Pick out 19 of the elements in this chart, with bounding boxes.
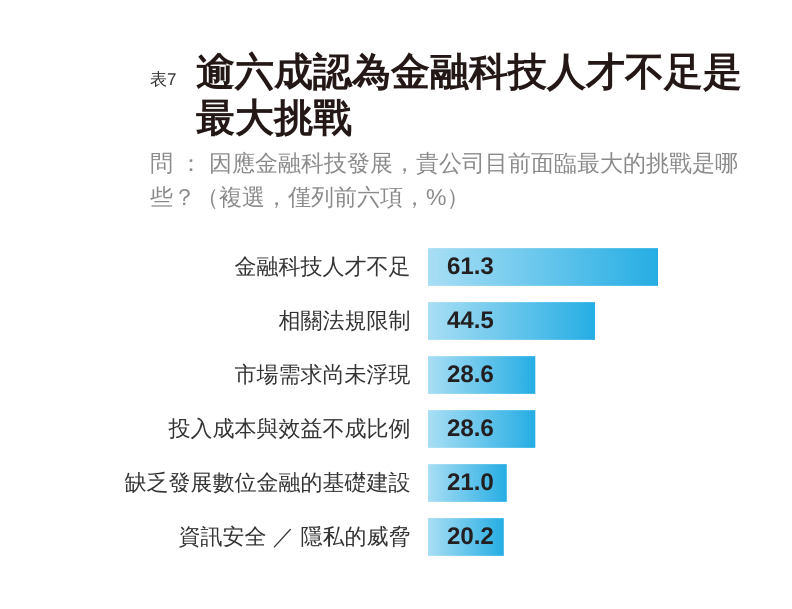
- data-label: 44.5: [447, 307, 494, 334]
- chart-title: 逾六成認為金融科技人才不足是最大挑戰: [196, 50, 743, 142]
- chart-subtitle: 問 ： 因應金融科技發展，貴公司目前面臨最大的挑戰是哪些？（複選，僅列前六項，%）: [150, 149, 739, 212]
- y-tick-label: 相關法規限制: [278, 308, 410, 333]
- bar: [428, 410, 536, 448]
- y-tick-label: 金融科技人才不足: [234, 254, 410, 279]
- y-tick-label: 市場需求尚未浮現: [234, 362, 410, 387]
- y-tick-label: 投入成本與效益不成比例: [168, 416, 410, 441]
- data-label: 28.6: [447, 361, 494, 388]
- data-label: 20.2: [447, 523, 494, 550]
- bar: [428, 356, 536, 394]
- data-label: 28.6: [447, 415, 494, 442]
- bar: [428, 302, 595, 340]
- y-tick-label: 資訊安全 ／ 隱私的威脅: [178, 524, 410, 549]
- data-label: 21.0: [447, 469, 494, 496]
- data-label: 61.3: [447, 253, 494, 280]
- text: 表7: [150, 69, 178, 91]
- y-tick-label: 缺乏發展數位金融的基礎建設: [124, 470, 410, 495]
- bar: [428, 248, 658, 286]
